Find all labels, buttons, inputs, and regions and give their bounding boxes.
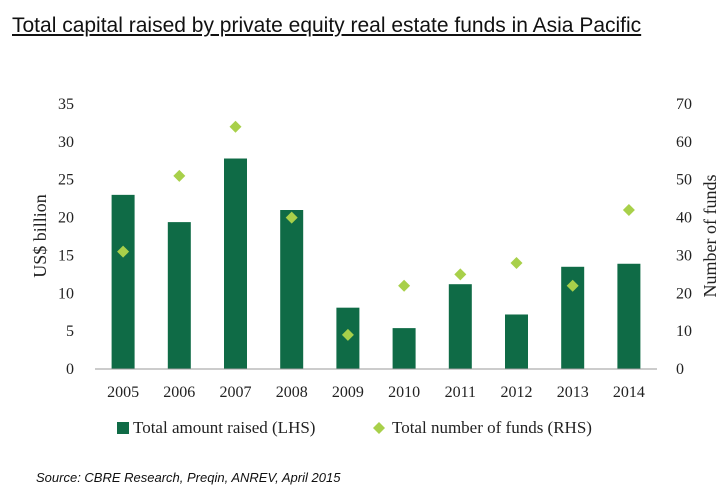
diamond-2011 — [454, 268, 467, 281]
legend-bar-swatch — [117, 422, 129, 434]
bar-2014 — [617, 263, 641, 369]
x-tick-label: 2013 — [557, 384, 589, 401]
diamond-2014 — [622, 204, 635, 216]
bar-2008 — [280, 210, 304, 369]
x-tick-label: 2005 — [107, 384, 139, 401]
diamond-2012 — [510, 257, 523, 269]
left-axis-ticks: 0 5 10 15 20 25 30 35 — [58, 96, 74, 378]
diamond-2005 — [117, 245, 130, 258]
bar-2011 — [448, 284, 472, 369]
bar-2012 — [505, 314, 528, 369]
y2-tick-label: 50 — [676, 172, 692, 189]
y-tick-label: 25 — [58, 172, 74, 189]
bar-series — [111, 158, 641, 369]
x-tick-label: 2007 — [220, 384, 252, 401]
legend-diamond-swatch — [373, 422, 385, 434]
diamond-2013 — [566, 279, 579, 292]
y2-tick-label: 0 — [676, 361, 684, 378]
y-tick-label: 10 — [58, 285, 74, 302]
x-tick-label: 2006 — [163, 384, 195, 401]
x-tick-label: 2012 — [501, 384, 533, 401]
x-tick-label: 2014 — [613, 384, 645, 401]
y-tick-label: 0 — [66, 361, 74, 378]
x-tick-label: 2011 — [445, 384, 476, 401]
legend: Total amount raised (LHS) Total number o… — [117, 418, 592, 437]
x-tick-label: 2010 — [388, 384, 420, 401]
x-tick-label: 2008 — [276, 384, 308, 401]
bar-2010 — [392, 328, 416, 369]
x-axis-ticks: 2005 2006 2007 2008 2009 2010 2011 2012 2013 2014 — [107, 384, 645, 401]
diamond-2007 — [229, 120, 242, 133]
y-tick-label: 5 — [66, 323, 74, 340]
y-tick-label: 20 — [58, 210, 74, 227]
bar-2005 — [111, 194, 135, 369]
legend-diamond-label: Total number of funds (RHS) — [392, 418, 592, 437]
y2-tick-label: 40 — [676, 210, 692, 227]
diamond-2009 — [341, 328, 354, 341]
y2-tick-label: 20 — [676, 285, 692, 302]
bar-2006 — [167, 222, 191, 369]
y2-tick-label: 70 — [676, 96, 692, 113]
y2-tick-label: 30 — [676, 247, 692, 264]
bar-2013 — [561, 266, 585, 369]
y-tick-label: 15 — [58, 247, 74, 264]
bar-2007 — [224, 158, 247, 369]
y-tick-label: 35 — [58, 96, 74, 113]
y-axis-label: US$ billion — [30, 194, 50, 278]
chart-title: Total capital raised by private equity r… — [12, 14, 642, 37]
right-axis-ticks: 0 10 20 30 40 50 60 70 — [676, 96, 692, 378]
diamond-2006 — [173, 169, 186, 182]
diamond-series — [117, 120, 635, 341]
y-tick-label: 30 — [58, 134, 74, 151]
y2-tick-label: 60 — [676, 134, 692, 151]
x-tick-label: 2009 — [332, 384, 364, 401]
diamond-2010 — [398, 279, 411, 292]
diamond-2008 — [285, 211, 298, 224]
y2-tick-label: 10 — [676, 323, 692, 340]
y2-axis-label: Number of funds — [700, 175, 720, 298]
legend-bar-label: Total amount raised (LHS) — [133, 418, 315, 437]
source-note: Source: CBRE Research, Preqin, ANREV, Ap… — [36, 470, 341, 485]
